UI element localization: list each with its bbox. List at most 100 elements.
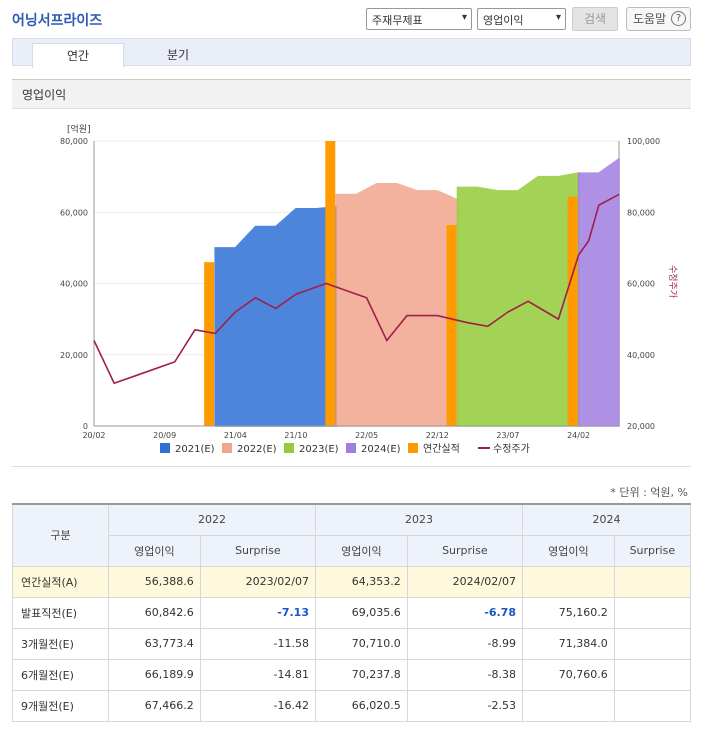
table-cell: 2023/02/07 <box>199 565 317 598</box>
left-tick-label: 80,000 <box>60 137 88 146</box>
table-cell: -2.53 <box>406 689 524 722</box>
legend-label: 2023(E) <box>299 444 339 455</box>
col-header: 영업이익 <box>108 534 201 567</box>
help-label: 도움말 <box>633 12 667 26</box>
actual-bar <box>204 262 215 426</box>
table-cell: 66,189.9 <box>108 658 201 691</box>
table-row: 연간실적(A) 56,388.6 2023/02/07 64,353.2 2024/02… <box>12 565 692 598</box>
x-tick-label: 24/02 <box>567 431 590 440</box>
table-row: 6개월전(E) 66,189.9 -14.81 70,237.8 -8.38 70,760… <box>12 658 692 691</box>
metric-select[interactable]: 영업이익 ▾ <box>477 8 566 30</box>
left-tick-label: 40,000 <box>60 280 88 289</box>
search-button[interactable]: 검색 <box>572 7 618 31</box>
legend-swatch <box>408 443 418 453</box>
legend-label: 2021(E) <box>175 444 215 455</box>
year-header: 2022 <box>108 503 316 536</box>
table-cell: 75,160.2 <box>522 596 615 629</box>
legend-label: 2022(E) <box>237 444 277 455</box>
legend-swatch <box>160 443 170 453</box>
right-tick-label: 100,000 <box>627 137 660 146</box>
legend-swatch <box>222 443 232 453</box>
estimate-area <box>456 172 580 427</box>
x-tick-label: 22/12 <box>426 431 449 440</box>
page-title: 어닝서프라이즈 <box>12 13 103 29</box>
table-cell: 2024/02/07 <box>406 565 524 598</box>
statement-type-select[interactable]: 주재무제표 ▾ <box>366 8 472 30</box>
right-tick-label: 80,000 <box>627 208 655 217</box>
estimate-area <box>335 183 459 427</box>
x-tick-label: 23/07 <box>496 431 519 440</box>
table-cell: -8.99 <box>406 627 524 660</box>
left-tick-label: 0 <box>83 422 88 431</box>
table-cell <box>522 565 615 598</box>
row-label: 9개월전(E) <box>12 689 109 722</box>
row-label: 연간실적(A) <box>12 565 109 598</box>
right-axis-label: 수정주가 <box>667 265 678 298</box>
right-tick-label: 60,000 <box>627 280 655 289</box>
row-label: 6개월전(E) <box>12 658 109 691</box>
x-tick-label: 20/09 <box>153 431 176 440</box>
year-header: 2023 <box>315 503 523 536</box>
legend-label: 연간실적 <box>423 443 460 455</box>
left-tick-label: 20,000 <box>60 351 88 360</box>
legend-swatch <box>284 443 294 453</box>
help-button[interactable]: 도움말 ? <box>626 7 691 31</box>
metric-value: 영업이익 <box>483 14 524 27</box>
table-cell <box>613 658 692 691</box>
table-cell <box>522 689 615 722</box>
corner-header: 구분 <box>12 503 109 567</box>
table-cell <box>613 565 692 598</box>
section-title: 영업이익 <box>12 79 691 109</box>
table-cell <box>613 689 692 722</box>
chart-legend: 2021(E) 2022(E) 2023(E) 2024(E) 연간실적 수정주가 <box>160 443 530 455</box>
table-cell: -16.42 <box>199 689 317 722</box>
x-axis: 20/02 20/09 21/04 21/10 22/05 22/12 23/07 24/02 <box>82 425 619 440</box>
right-tick-label: 40,000 <box>627 351 655 360</box>
x-tick-label: 21/04 <box>224 431 247 440</box>
legend-swatch <box>346 443 356 453</box>
legend-label: 2024(E) <box>361 444 401 455</box>
table-cell <box>613 596 692 629</box>
x-tick-label: 22/05 <box>355 431 378 440</box>
table-cell: 56,388.6 <box>108 565 201 598</box>
earnings-table: 구분 2022 2023 2024 영업이익 Surprise 영업이익 Sur… <box>12 503 692 722</box>
year-header: 2024 <box>522 503 691 536</box>
question-icon: ? <box>671 11 686 26</box>
table-cell: 70,237.8 <box>315 658 408 691</box>
price-line <box>93 193 620 385</box>
col-header: Surprise <box>406 534 524 567</box>
table-cell: 66,020.5 <box>315 689 408 722</box>
right-axis: 100,000 80,000 60,000 40,000 20,000 <box>618 137 660 431</box>
actual-bar <box>446 225 457 426</box>
col-header: Surprise <box>613 534 692 567</box>
tab-annual[interactable]: 연간 <box>32 43 124 68</box>
chevron-down-icon: ▾ <box>461 12 467 23</box>
chevron-down-icon: ▾ <box>555 12 561 23</box>
period-tabs: 연간 분기 <box>12 38 691 68</box>
table-cell: 70,760.6 <box>522 658 615 691</box>
col-header: Surprise <box>199 534 317 567</box>
left-tick-label: 60,000 <box>60 208 88 217</box>
row-label: 발표직전(E) <box>12 596 109 629</box>
row-label: 3개월전(E) <box>12 627 109 660</box>
table-cell: 63,773.4 <box>108 627 201 660</box>
actual-bars <box>204 141 578 426</box>
table-row: 3개월전(E) 63,773.4 -11.58 70,710.0 -8.99 71,384… <box>12 627 692 660</box>
table-cell: 64,353.2 <box>315 565 408 598</box>
left-unit-label: [억원] <box>67 123 91 135</box>
estimate-area <box>214 206 338 427</box>
table-row: 발표직전(E) 60,842.6 -7.13 69,035.6 -6.78 75,160.… <box>12 596 692 629</box>
table-cell <box>613 627 692 660</box>
table-cell: 60,842.6 <box>108 596 201 629</box>
statement-type-value: 주재무제표 <box>372 14 423 27</box>
unit-note: * 단위 : 억원, % <box>610 486 688 499</box>
table-cell: 69,035.6 <box>315 596 408 629</box>
table-cell: -11.58 <box>199 627 317 660</box>
table-cell: 67,466.2 <box>108 689 201 722</box>
price-series-line <box>93 193 620 385</box>
divider <box>12 466 691 467</box>
x-tick-label: 20/02 <box>82 431 105 440</box>
x-tick-label: 21/10 <box>284 431 307 440</box>
col-header: 영업이익 <box>315 534 408 567</box>
tab-quarterly[interactable]: 분기 <box>166 48 190 62</box>
